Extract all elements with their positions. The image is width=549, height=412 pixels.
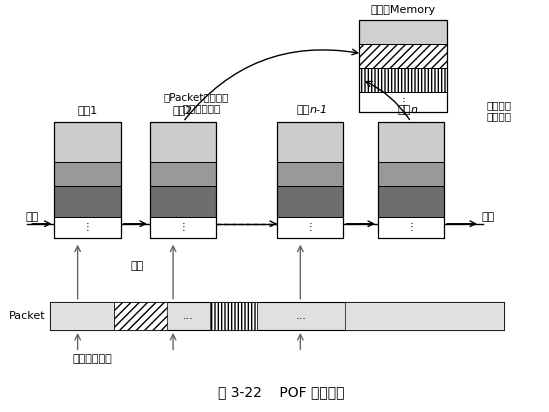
Text: Packet: Packet [9,311,45,321]
Bar [359,20,447,112]
Text: 元数据Memory: 元数据Memory [371,5,436,16]
Bar [51,302,504,330]
Text: n-1: n-1 [310,105,328,115]
Bar [359,44,447,68]
Bar [54,122,121,238]
Bar [150,122,216,162]
Text: 用指定元
数据匹配: 用指定元 数据匹配 [486,100,511,122]
Bar [378,122,444,162]
Bar [359,20,447,44]
Bar [114,302,167,330]
Text: ⋮: ⋮ [406,222,416,232]
Bar [277,185,344,217]
Text: 分组处理指针: 分组处理指针 [72,354,112,364]
Bar [150,122,216,238]
Text: ⋮: ⋮ [83,222,92,232]
Text: 将Packet指定字段
   写入元数据区: 将Packet指定字段 写入元数据区 [164,92,229,113]
Bar [277,162,344,185]
Text: ...: ... [183,311,194,321]
Text: ⋮: ⋮ [305,222,315,232]
Bar [150,185,216,217]
Bar [345,302,504,330]
Bar [378,217,444,238]
Bar [150,217,216,238]
Text: 输出: 输出 [481,212,495,222]
Bar [359,68,447,91]
Bar [378,162,444,185]
Text: 图 3-22    POF 处理流程: 图 3-22 POF 处理流程 [218,385,344,399]
Bar [277,122,344,238]
Text: 流表: 流表 [296,105,310,115]
Bar [51,302,114,330]
Bar [54,217,121,238]
Bar [54,122,121,162]
Bar [54,185,121,217]
Text: ⋮: ⋮ [398,97,408,107]
Text: ...: ... [295,311,306,321]
Bar [277,217,344,238]
Bar [359,91,447,112]
Text: 流表1: 流表1 [77,105,98,115]
Bar [277,122,344,162]
Bar [210,302,257,330]
Text: n: n [411,105,417,115]
Bar [54,162,121,185]
Text: 匹配: 匹配 [131,260,144,271]
Bar [378,122,444,238]
Text: 输入: 输入 [26,212,39,222]
Text: 流表2: 流表2 [173,105,193,115]
FancyArrowPatch shape [366,82,410,119]
Text: 流表: 流表 [397,105,411,115]
Bar [378,185,444,217]
FancyArrowPatch shape [185,49,358,120]
Bar [150,162,216,185]
Text: ⋮: ⋮ [178,222,188,232]
